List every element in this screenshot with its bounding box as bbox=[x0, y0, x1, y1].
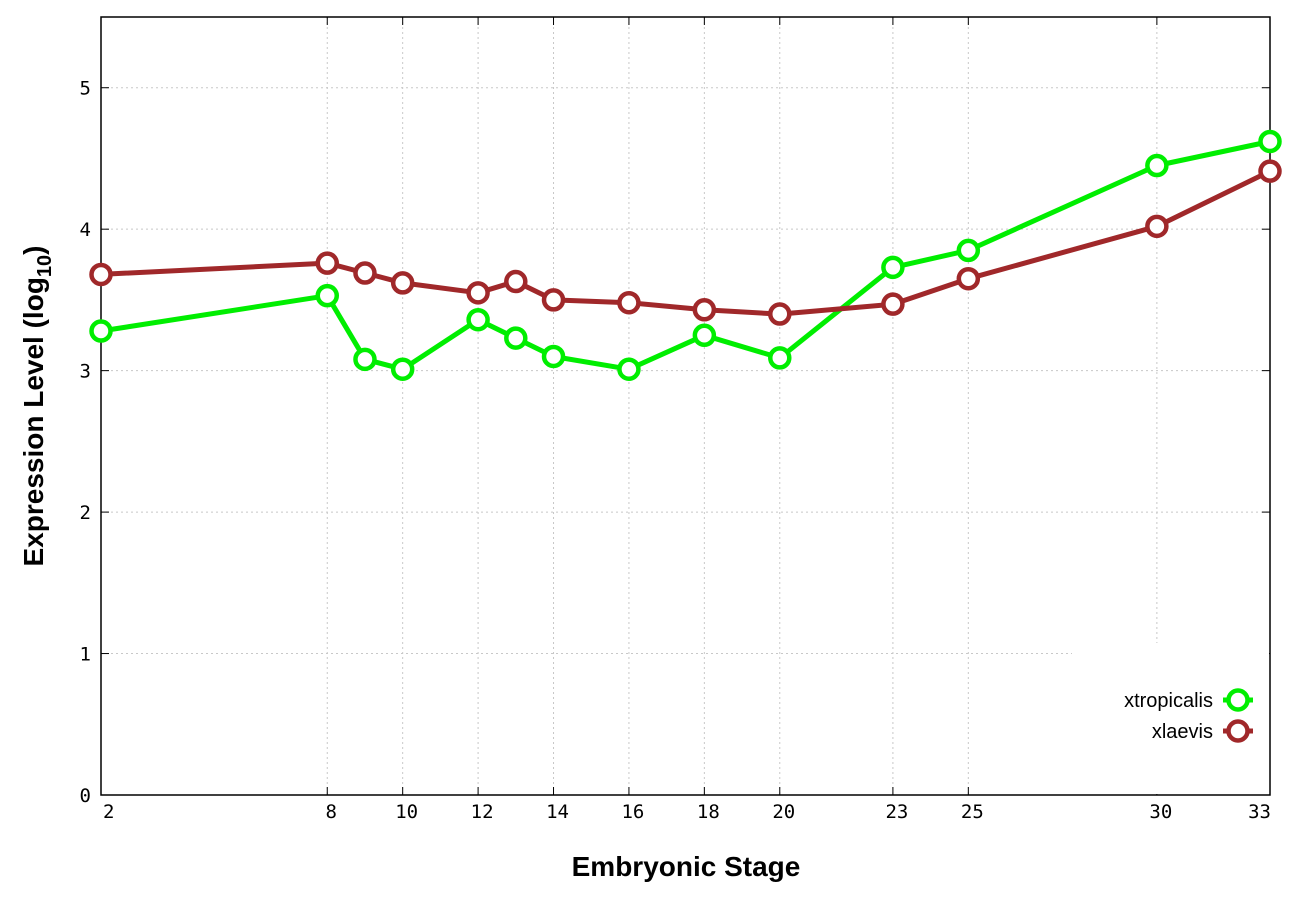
data-point-xlaevis bbox=[1145, 214, 1169, 239]
x-tick-label: 25 bbox=[961, 801, 984, 823]
x-tick-label: 2 bbox=[103, 801, 114, 823]
y-tick-label: 0 bbox=[80, 785, 91, 807]
data-point-xtropicalis bbox=[504, 326, 528, 350]
series-line-xtropicalis bbox=[100, 139, 1271, 372]
data-point-xlaevis bbox=[353, 261, 377, 285]
data-point-xtropicalis bbox=[1145, 153, 1169, 178]
series-group bbox=[89, 129, 1282, 381]
data-point-xtropicalis bbox=[768, 346, 792, 370]
y-axis-title-subscript: 10 bbox=[34, 255, 56, 277]
y-tick-label: 4 bbox=[80, 219, 91, 241]
data-point-xtropicalis bbox=[353, 347, 377, 372]
x-tick-label: 16 bbox=[621, 801, 644, 823]
data-point-xtropicalis bbox=[617, 357, 641, 381]
x-tick-label: 30 bbox=[1149, 801, 1172, 823]
legend: xtropicalis xlaevis bbox=[1072, 643, 1269, 794]
legend-swatch-marker-xlaevis bbox=[1226, 719, 1250, 743]
legend-label-xtropicalis: xtropicalis bbox=[1124, 690, 1213, 712]
data-point-xlaevis bbox=[315, 251, 340, 275]
y-axis-title-main: Expression Level (log bbox=[18, 277, 49, 566]
legend-swatch-marker-xtropicalis bbox=[1226, 688, 1250, 712]
x-tick-label: 23 bbox=[885, 801, 908, 823]
x-axis-title: Embryonic Stage bbox=[572, 851, 801, 882]
data-point-xlaevis bbox=[89, 262, 113, 287]
data-point-xlaevis bbox=[541, 288, 566, 312]
data-point-xlaevis bbox=[617, 290, 641, 315]
data-point-xlaevis bbox=[956, 266, 981, 291]
x-tick-label: 10 bbox=[395, 801, 418, 823]
y-tick-label: 1 bbox=[80, 644, 91, 666]
y-tick-label: 2 bbox=[80, 502, 91, 524]
data-point-xtropicalis bbox=[466, 307, 490, 332]
y-tick-label: 5 bbox=[80, 78, 91, 100]
data-point-xtropicalis bbox=[315, 283, 340, 308]
series-xlaevis bbox=[89, 159, 1282, 326]
series-xtropicalis bbox=[89, 129, 1282, 381]
y-axis-title: Expression Level (log10) bbox=[18, 246, 56, 567]
x-tick-label: 18 bbox=[697, 801, 720, 823]
x-tick-label: 20 bbox=[772, 801, 795, 823]
x-tick-label: 12 bbox=[471, 801, 494, 823]
data-point-xlaevis bbox=[881, 292, 905, 316]
data-point-xtropicalis bbox=[692, 323, 717, 348]
data-point-xtropicalis bbox=[390, 357, 415, 381]
x-tick-label: 14 bbox=[546, 801, 569, 823]
y-tick-label: 3 bbox=[80, 361, 91, 383]
data-point-xlaevis bbox=[692, 298, 717, 322]
data-point-xlaevis bbox=[466, 281, 490, 305]
data-point-xtropicalis bbox=[1258, 129, 1282, 154]
x-tick-label: 8 bbox=[326, 801, 337, 823]
data-point-xtropicalis bbox=[956, 238, 981, 263]
data-point-xtropicalis bbox=[541, 344, 566, 369]
data-point-xtropicalis bbox=[881, 255, 905, 280]
y-axis-title-end: ) bbox=[18, 246, 49, 255]
legend-label-xlaevis: xlaevis bbox=[1152, 721, 1213, 743]
data-point-xtropicalis bbox=[89, 319, 113, 343]
data-point-xlaevis bbox=[390, 271, 415, 295]
data-point-xlaevis bbox=[504, 269, 528, 294]
data-point-xlaevis bbox=[1258, 159, 1282, 183]
x-tick-label: 33 bbox=[1248, 801, 1271, 823]
data-point-xlaevis bbox=[768, 302, 792, 326]
plot-frame bbox=[100, 16, 1271, 796]
legend-background bbox=[1072, 643, 1269, 794]
